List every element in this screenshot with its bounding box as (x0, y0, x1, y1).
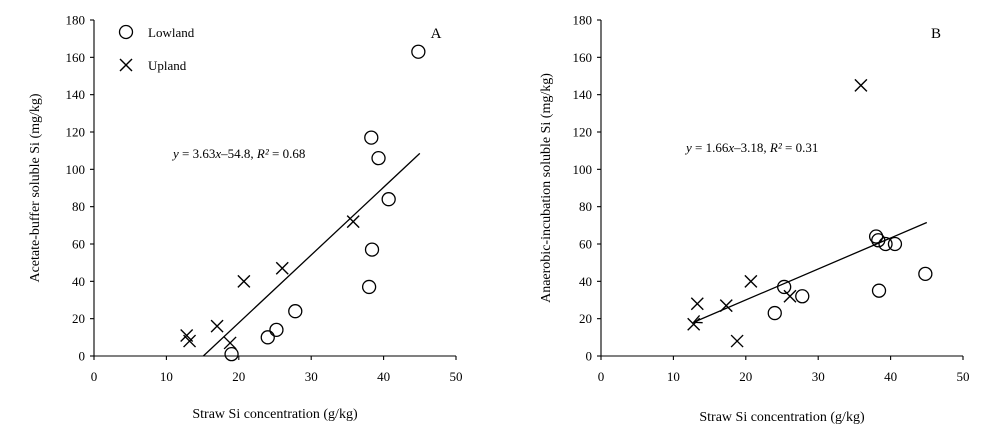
legend-marker-lowland (118, 24, 134, 40)
x-tick-label: 50 (450, 369, 463, 384)
legend-marker-upland (119, 58, 133, 72)
point-lowland (381, 192, 396, 207)
y-tick-label: 40 (72, 274, 85, 289)
y-tick-label: 140 (66, 87, 86, 102)
regression-equation: y = 1.66x–3.18, R² = 0.31 (684, 140, 818, 155)
y-tick-label: 100 (66, 162, 86, 177)
point-upland (744, 274, 758, 288)
y-tick-label: 20 (579, 311, 592, 326)
x-tick-label: 0 (598, 369, 605, 384)
y-tick-label: 60 (579, 237, 592, 252)
y-tick-label: 80 (579, 199, 592, 214)
y-tick-label: 160 (66, 50, 86, 65)
y-tick-label: 0 (79, 349, 86, 364)
regression-arrowhead (692, 315, 703, 324)
point-lowland (411, 44, 426, 59)
point-lowland (887, 236, 903, 252)
regression-line (693, 221, 928, 323)
y-tick-label: 60 (72, 237, 85, 252)
point-lowland (767, 305, 782, 321)
x-axis-label: Straw Si concentration (g/kg) (192, 407, 358, 422)
x-ticks: 0 10 20 30 40 50 (91, 356, 463, 384)
x-tick-label: 20 (739, 369, 752, 384)
y-axis-label: Acetate-buffer soluble Si (mg/kg) (28, 93, 43, 282)
x-tick-label: 20 (232, 369, 245, 384)
y-tick-label: 160 (573, 50, 593, 65)
y-tick-label: 100 (573, 162, 593, 177)
point-lowland (288, 304, 303, 319)
legend: Lowland Upland (118, 24, 195, 73)
point-lowland (260, 330, 275, 345)
point-upland (210, 319, 224, 333)
point-upland (183, 334, 197, 348)
data-points (687, 78, 933, 348)
point-lowland (795, 289, 810, 304)
point-upland (783, 289, 797, 303)
panel-label: B (931, 26, 941, 42)
point-upland (237, 274, 251, 288)
point-lowland (868, 229, 884, 244)
y-tick-label: 0 (586, 349, 593, 364)
x-axis-label: Straw Si concentration (g/kg) (699, 410, 865, 425)
point-lowland (777, 279, 792, 295)
panel-label: A (431, 26, 442, 42)
point-lowland (878, 236, 893, 252)
y-ticks: 0 20 40 60 80 100 120 140 160 180 (66, 13, 94, 364)
panel-a: 0 20 40 60 80 100 120 140 160 180 0 10 20 30 40 50 Str… (28, 13, 463, 423)
y-tick-label: 80 (72, 199, 85, 214)
y-tick-label: 140 (573, 87, 593, 102)
x-tick-label: 50 (957, 369, 970, 384)
point-lowland (269, 322, 284, 338)
x-ticks: 0 10 20 30 40 50 (598, 356, 970, 384)
legend-label-lowland: Lowland (148, 25, 195, 40)
point-upland (275, 261, 289, 275)
data-points (180, 44, 426, 362)
point-lowland (918, 266, 933, 282)
point-lowland (364, 242, 380, 257)
point-upland (223, 336, 237, 350)
point-upland (719, 299, 733, 313)
point-upland (690, 297, 704, 311)
point-upland (687, 317, 701, 331)
point-upland (854, 78, 868, 92)
point-lowland (871, 233, 886, 248)
regression-line-group (202, 152, 421, 357)
point-upland (346, 215, 360, 229)
x-tick-label: 40 (884, 369, 897, 384)
y-tick-label: 120 (573, 125, 593, 140)
y-ticks: 0 20 40 60 80 100 120 140 160 180 (573, 13, 601, 364)
x-tick-label: 10 (160, 369, 173, 384)
x-tick-label: 0 (91, 369, 98, 384)
regression-line-group (692, 221, 928, 324)
x-tick-label: 30 (305, 369, 318, 384)
point-lowland (871, 283, 887, 298)
point-upland (730, 334, 744, 348)
regression-line (202, 152, 421, 357)
y-tick-label: 120 (66, 125, 86, 140)
x-tick-label: 40 (377, 369, 390, 384)
point-lowland (361, 279, 377, 295)
panel-b: 0 20 40 60 80 100 120 140 160 180 0 10 20 30 40 50 Str… (539, 13, 970, 426)
regression-equation: y = 3.63x–54.8, R² = 0.68 (171, 146, 305, 161)
x-tick-label: 30 (812, 369, 825, 384)
y-axis-label: Anaerobic-incubation soluble Si (mg/kg) (539, 73, 554, 303)
point-lowland (371, 150, 386, 166)
point-lowland (364, 130, 379, 145)
legend-label-upland: Upland (148, 58, 187, 73)
point-lowland (224, 346, 239, 362)
y-tick-label: 20 (72, 311, 85, 326)
x-tick-label: 10 (667, 369, 680, 384)
y-tick-label: 40 (579, 274, 592, 289)
y-tick-label: 180 (573, 13, 593, 28)
y-tick-label: 180 (66, 13, 86, 28)
